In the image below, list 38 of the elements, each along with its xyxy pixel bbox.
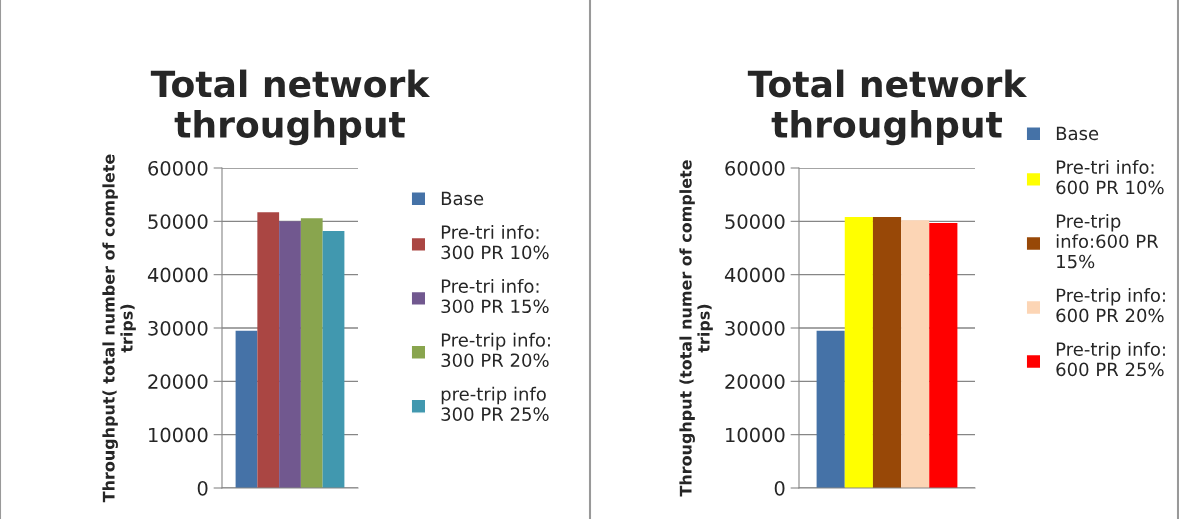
bar bbox=[235, 330, 258, 488]
y-axis-title: Throughput (total numer of complete trips) bbox=[679, 160, 713, 497]
legend-label: Pre-tri info: 300 PR 15% bbox=[441, 278, 549, 314]
legend-label: pre-trip info 300 PR 25% bbox=[441, 386, 549, 421]
bar bbox=[929, 222, 958, 488]
y-axis-title: Throughput( total number of complete trips) bbox=[102, 154, 136, 503]
bar bbox=[816, 330, 845, 488]
y-tick-label: 0 bbox=[197, 480, 208, 496]
legend-label: Pre-tri info: 600 PR 10% bbox=[1056, 159, 1164, 195]
y-tick-label: 20000 bbox=[725, 374, 785, 389]
y-tick-label: 50000 bbox=[725, 214, 785, 229]
y-tick-label: 40000 bbox=[724, 267, 785, 283]
y-tick-label: 40000 bbox=[147, 267, 208, 283]
legend-label: Pre-trip info: 300 PR 20% bbox=[441, 332, 550, 368]
legend-label: Pre-trip info: 600 PR 20% bbox=[1056, 288, 1165, 323]
bar bbox=[322, 230, 345, 488]
legend-label: Base bbox=[441, 191, 484, 206]
bar bbox=[901, 220, 930, 488]
legend-label: Pre-trip info: 600 PR 25% bbox=[1056, 342, 1165, 377]
y-tick-label: 10000 bbox=[149, 427, 208, 443]
y-tick-label: 20000 bbox=[148, 374, 208, 389]
legend-label: Pre-trip info:600 PR 15% bbox=[1056, 213, 1159, 269]
legend-label: Pre-tri info: 300 PR 10% bbox=[441, 224, 549, 260]
y-tick-label: 10000 bbox=[726, 427, 785, 443]
chart-title: Total network throughput bbox=[150, 69, 431, 146]
y-tick-label: 50000 bbox=[148, 214, 208, 229]
y-tick-label: 60000 bbox=[725, 160, 785, 176]
legend-label: Base bbox=[1056, 126, 1099, 141]
chart-title: Total network throughput bbox=[747, 69, 1028, 146]
bar bbox=[872, 217, 902, 488]
y-tick-label: 60000 bbox=[148, 160, 208, 176]
bar bbox=[257, 212, 280, 488]
bar bbox=[279, 221, 301, 488]
y-tick-label: 0 bbox=[774, 480, 785, 496]
y-tick-label: 30000 bbox=[725, 320, 785, 336]
bar bbox=[300, 218, 323, 488]
y-tick-label: 30000 bbox=[148, 320, 208, 336]
bar bbox=[844, 217, 873, 488]
